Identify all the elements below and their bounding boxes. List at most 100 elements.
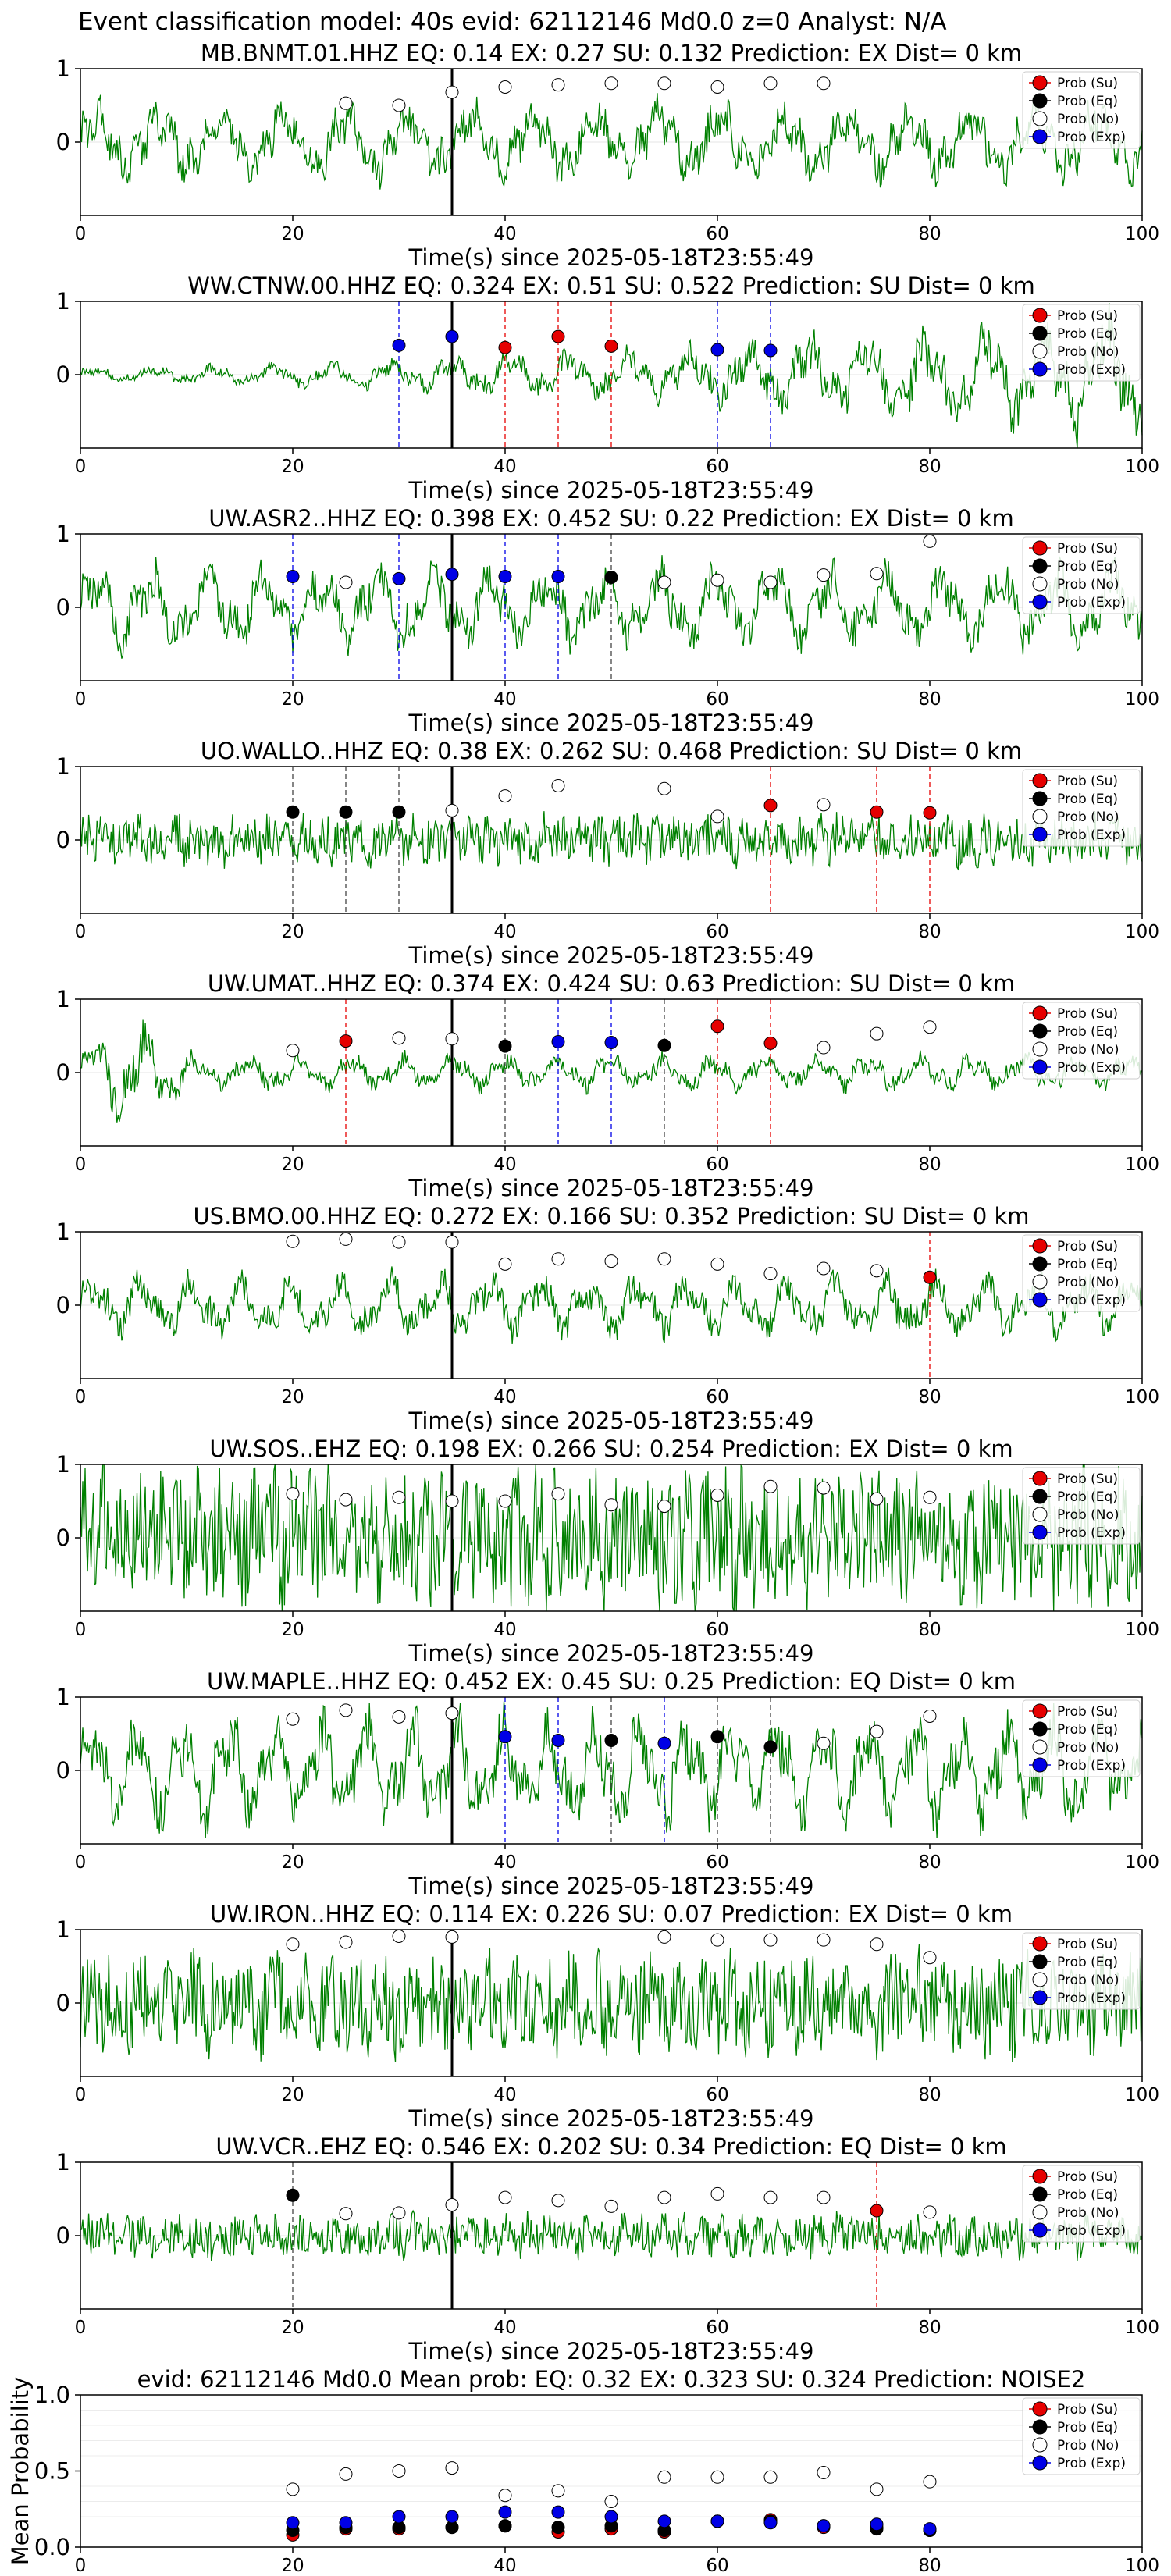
x-axis-label: Time(s) since 2025-05-18T23:55:49 [408,2338,814,2364]
prob-point-no [870,1937,884,1952]
mean-point-no [286,2482,300,2496]
x-tick-label: 80 [918,2085,941,2105]
y-tick-label: 1 [56,986,70,1012]
prob-point-exp [392,338,406,352]
x-tick-label: 20 [281,2556,304,2576]
prob-point-no [657,1500,671,1514]
x-tick-label: 20 [281,689,304,710]
prob-point-no [339,2207,353,2221]
legend-label: Prob (No) [1057,344,1119,360]
x-tick-label: 100 [1125,1155,1159,1175]
legend-label: Prob (Exp) [1057,1991,1126,2006]
x-tick-label: 60 [706,224,728,244]
legend-marker-exp [1032,361,1048,377]
chart-panel-5: UW.UMAT..HHZ EQ: 0.374 EX: 0.424 SU: 0.6… [56,970,1159,1201]
panel-title: WW.CTNW.00.HHZ EQ: 0.324 EX: 0.51 SU: 0.… [187,272,1035,299]
legend-marker-su [1032,540,1048,556]
x-tick-label: 40 [493,1620,516,1640]
legend-label: Prob (Eq) [1057,559,1118,575]
prob-point-no [339,1232,353,1246]
x-tick-label: 100 [1125,689,1159,710]
legend-marker-no [1032,1507,1048,1522]
x-tick-label: 80 [918,1620,941,1640]
waveform-trace [80,1464,1143,1612]
waveform-trace [80,93,1143,190]
prob-point-no [498,789,512,803]
prob-point-no [870,1264,884,1278]
prob-point-no [763,2190,778,2204]
prob-point-eq [286,805,300,819]
mean-point-no [817,2465,831,2479]
prob-point-exp [445,329,459,343]
legend: Prob (Su) Prob (Eq) Prob (No) Prob (Exp) [1022,536,1141,614]
legend-label: Prob (Eq) [1057,1489,1118,1505]
chart-panel-11: evid: 62112146 Md0.0 Mean prob: EQ: 0.32… [7,2366,1159,2576]
legend-label: Prob (Exp) [1057,1525,1126,1541]
mean-point-exp [870,2517,884,2532]
prob-point-no [445,1494,459,1508]
legend-marker-no [1032,343,1048,359]
prob-point-no [710,80,724,94]
y-tick-label: 1 [56,1916,70,1943]
x-tick-label: 60 [706,689,728,710]
legend-label: Prob (Eq) [1057,1722,1118,1738]
legend-label: Prob (Exp) [1057,2456,1126,2471]
prob-point-no [445,1930,459,1944]
prob-point-no [551,778,565,792]
legend-label: Prob (Exp) [1057,130,1126,145]
legend-box [1022,1699,1141,1777]
y-tick-label: 0 [56,361,70,388]
legend-label: Prob (Exp) [1057,827,1126,843]
mean-point-exp [817,2519,831,2533]
prob-point-no [763,575,778,589]
panel-title: UW.MAPLE..HHZ EQ: 0.452 EX: 0.45 SU: 0.2… [207,1668,1016,1695]
prob-point-no [392,1929,406,1943]
x-tick-label: 80 [918,1387,941,1407]
prob-point-su [763,799,778,813]
prob-point-no [710,1257,724,1271]
y-tick-label: 1 [56,1684,70,1710]
mean-point-no [498,2489,512,2503]
prob-point-no [286,1044,300,1058]
y-tick-label: 0.0 [34,2534,70,2560]
legend-label: Prob (Eq) [1057,2420,1118,2435]
prob-point-no [817,2190,831,2204]
x-tick-label: 20 [281,457,304,477]
legend-marker-su [1032,1703,1048,1719]
y-tick-label: 0 [56,1059,70,1086]
prob-point-no [763,1267,778,1281]
prob-point-no [392,1490,406,1504]
prob-point-no [657,2190,671,2204]
prob-point-no [286,1712,300,1726]
x-tick-label: 0 [75,1387,87,1407]
legend: Prob (Su) Prob (Eq) Prob (No) Prob (Exp) [1022,71,1141,149]
legend-label: Prob (Eq) [1057,1024,1118,1040]
x-tick-label: 80 [918,1155,941,1175]
x-tick-label: 0 [75,1852,87,1873]
x-tick-label: 0 [75,2556,87,2576]
mean-point-exp [445,2510,459,2524]
legend-label: Prob (No) [1057,577,1119,592]
chart-panel-4: UO.WALLO..HHZ EQ: 0.38 EX: 0.262 SU: 0.4… [56,738,1159,969]
legend-label: Prob (Exp) [1057,1060,1126,1076]
legend-marker-eq [1032,93,1048,109]
prob-point-no [817,1481,831,1495]
mean-point-exp [710,2514,724,2528]
x-tick-label: 0 [75,922,87,942]
prob-point-no [498,1494,512,1508]
prob-point-no [604,1498,618,1512]
legend-marker-no [1032,576,1048,592]
legend-marker-exp [1032,2222,1048,2238]
legend-marker-su [1032,75,1048,91]
x-tick-label: 100 [1125,457,1159,477]
chart-panel-2: WW.CTNW.00.HHZ EQ: 0.324 EX: 0.51 SU: 0.… [56,272,1159,503]
x-tick-label: 60 [706,1620,728,1640]
prob-point-no [445,803,459,817]
x-tick-label: 100 [1125,1620,1159,1640]
prob-point-no [498,1257,512,1271]
mean-point-exp [498,2505,512,2519]
prob-point-exp [710,343,724,357]
y-tick-label: 0 [56,1525,70,1551]
prob-point-no [923,1709,937,1723]
x-tick-label: 60 [706,2085,728,2105]
